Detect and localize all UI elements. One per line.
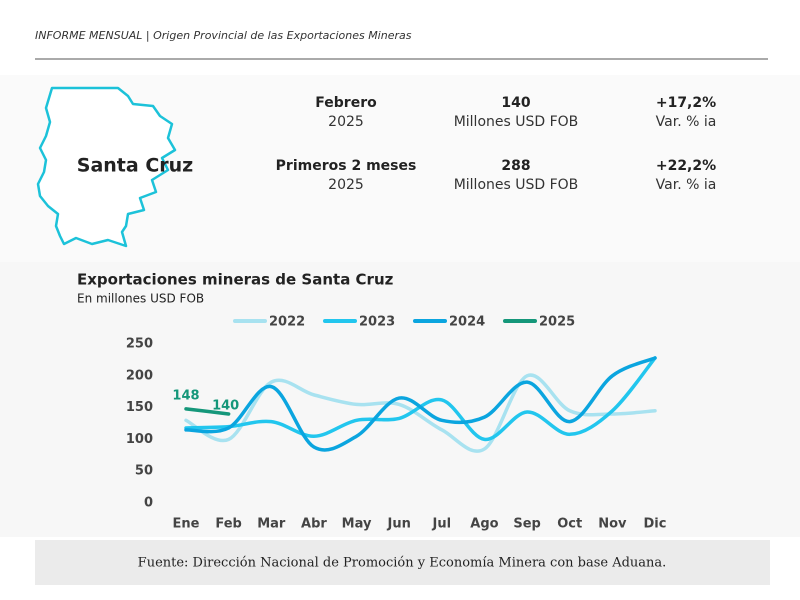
- chart-subtitle: En millones USD FOB: [77, 292, 204, 306]
- stat-unit: Millones USD FOB: [454, 177, 579, 193]
- stat-change_label: Var. % ia: [656, 114, 717, 130]
- stats: Febrero 2025 140 Millones USD FOB +17,2% Var.…: [276, 95, 717, 193]
- x-tick-label: Abr: [301, 517, 327, 532]
- y-tick-label: 0: [144, 496, 153, 511]
- x-tick-label: Mar: [257, 517, 286, 532]
- stat-unit: Millones USD FOB: [454, 114, 579, 130]
- legend-label: 2025: [539, 315, 575, 330]
- legend-label: 2022: [269, 315, 305, 330]
- stat-period: Febrero: [315, 95, 377, 111]
- series-line: [184, 356, 657, 452]
- stat-change: +17,2%: [656, 95, 716, 111]
- header-title: INFORME MENSUAL | Origen Provincial de l…: [35, 29, 412, 42]
- x-tick-label: Nov: [598, 517, 627, 532]
- source: Fuente: Dirección Nacional de Promoción …: [138, 556, 667, 571]
- chart-title: Exportaciones mineras de Santa Cruz: [77, 271, 394, 289]
- x-tick-label: Oct: [557, 517, 582, 532]
- y-tick-label: 250: [126, 337, 153, 352]
- province-map: [36, 86, 177, 248]
- data-label: 148: [172, 388, 199, 403]
- stat-year: 2025: [328, 114, 364, 130]
- series-line: [184, 407, 231, 416]
- stat-change_label: Var. % ia: [656, 177, 717, 193]
- province-name: Santa Cruz: [77, 155, 193, 177]
- stat-change: +22,2%: [656, 158, 716, 174]
- y-tick-label: 200: [126, 368, 153, 383]
- data-label: 140: [212, 398, 239, 413]
- x-tick-label: Sep: [513, 517, 541, 532]
- stat-value: 140: [501, 95, 530, 111]
- x-tick-label: Ene: [173, 517, 200, 532]
- x-tick-label: Dic: [644, 517, 667, 532]
- legend-label: 2024: [449, 315, 485, 330]
- stat-value: 288: [501, 158, 530, 174]
- source-box: [35, 540, 770, 585]
- x-tick-label: Ago: [470, 517, 498, 532]
- stat-period: Primeros 2 meses: [276, 158, 417, 174]
- stat-year: 2025: [328, 177, 364, 193]
- x-tick-label: May: [342, 517, 372, 532]
- y-tick-label: 100: [126, 432, 153, 447]
- x-tick-label: Jun: [387, 517, 411, 532]
- chart: Exportaciones mineras de Santa Cruz En m…: [77, 271, 666, 532]
- x-tick-label: Feb: [215, 517, 241, 532]
- legend-label: 2023: [359, 315, 395, 330]
- y-tick-label: 50: [135, 464, 153, 479]
- series-line: [184, 356, 657, 442]
- x-tick-label: Jul: [432, 517, 452, 532]
- y-tick-label: 150: [126, 400, 153, 415]
